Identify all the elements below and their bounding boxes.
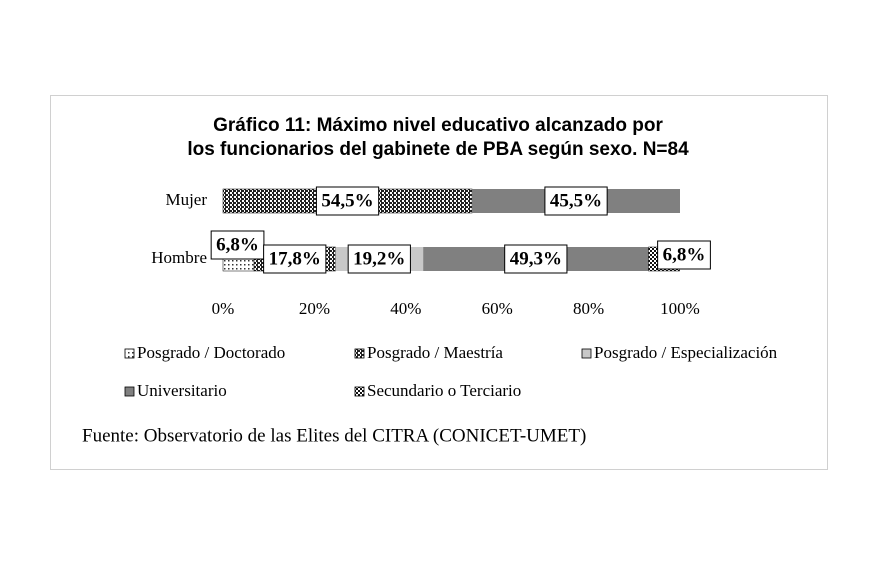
value-label: 19,2% — [353, 248, 405, 269]
value-label: 17,8% — [269, 248, 321, 269]
category-label: Hombre — [151, 248, 207, 267]
x-tick-label: 60% — [482, 299, 513, 318]
x-tick-label: 100% — [660, 299, 700, 318]
value-label-box — [657, 240, 711, 270]
x-tick-label: 20% — [299, 299, 330, 318]
legend-swatch — [124, 386, 135, 397]
value-label: 6,8% — [216, 234, 259, 255]
value-label-box — [315, 186, 380, 216]
frame — [50, 95, 828, 470]
x-tick-label: 40% — [390, 299, 421, 318]
legend-swatch — [581, 348, 592, 359]
value-label: 54,5% — [321, 190, 373, 211]
value-label-box — [210, 230, 265, 260]
legend-label: Universitario — [137, 381, 227, 400]
category-label: Mujer — [165, 190, 207, 209]
value-label: 6,8% — [663, 244, 706, 265]
legend-swatch — [354, 348, 365, 359]
x-tick-label: 0% — [212, 299, 235, 318]
value-label: 45,5% — [550, 190, 602, 211]
source-note: Fuente: Observatorio de las Elites del C… — [82, 425, 586, 446]
legend-swatch — [124, 348, 135, 359]
value-label-box — [347, 244, 411, 274]
legend-swatch — [354, 386, 365, 397]
legend-label: Posgrado / Maestría — [367, 343, 503, 362]
value-label-box — [263, 244, 327, 274]
value-label-box — [504, 244, 568, 274]
legend-label: Secundario o Terciario — [367, 381, 521, 400]
legend-label: Posgrado / Doctorado — [137, 343, 285, 362]
x-tick-label: 80% — [573, 299, 604, 318]
value-label: 49,3% — [510, 248, 562, 269]
legend-label: Posgrado / Especialización — [594, 343, 778, 362]
value-label-box — [544, 186, 608, 216]
chart-title: Gráfico 11: Máximo nivel educativo alcan… — [187, 115, 689, 160]
